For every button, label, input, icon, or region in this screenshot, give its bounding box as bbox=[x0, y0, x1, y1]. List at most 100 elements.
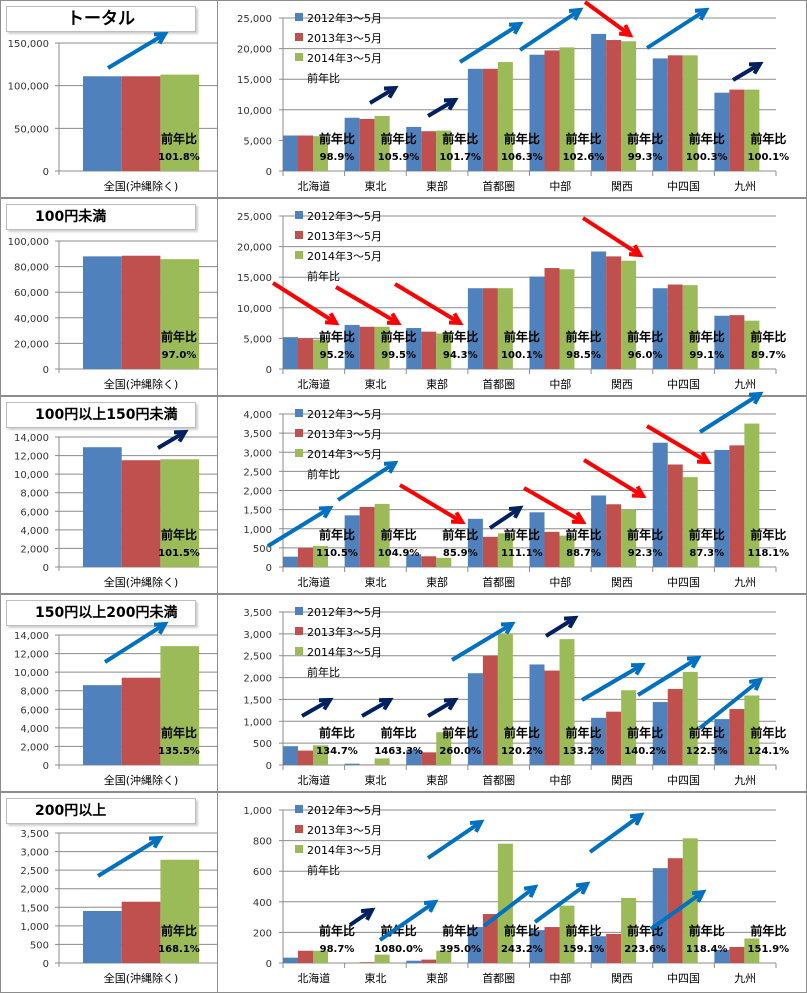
ratio-label: 前年比 bbox=[504, 725, 540, 740]
national-chart: 0 2,000 4,000 6,000 8,000 10,000 12,000 14,000 前… bbox=[14, 433, 218, 589]
chart-title: 100円未満 bbox=[6, 204, 196, 230]
chart-title: 150円以上200円未満 bbox=[6, 600, 196, 626]
legend-swatch-2012 bbox=[295, 211, 303, 219]
y-tick-label: 25,000 bbox=[237, 212, 272, 223]
x-category-label: 東北 bbox=[364, 576, 386, 589]
ratio-label: 前年比 bbox=[442, 923, 478, 938]
x-category-label: 中部 bbox=[549, 377, 571, 391]
bar-東北-2014 bbox=[374, 115, 390, 171]
bar-関西-2012 bbox=[591, 495, 607, 567]
bar-中四国-2013 bbox=[667, 284, 683, 369]
y-tick-label: 500 bbox=[253, 739, 272, 750]
legend-label: 2014年3～5月 bbox=[307, 843, 382, 857]
regional-chart: 0 5,000 10,000 15,000 20,000 25,000 北海道 前年比 95.2… bbox=[237, 209, 786, 391]
ratio-label: 前年比 bbox=[504, 131, 540, 146]
x-category-label: 東北 bbox=[364, 774, 386, 787]
bar-東北-2012 bbox=[344, 117, 360, 171]
y-tick-label: 0 bbox=[266, 167, 272, 178]
legend-label: 2013年3～5月 bbox=[307, 823, 382, 837]
legend-ratio-label: 前年比 bbox=[307, 863, 340, 877]
chart-row: 100円以上150円未満 0 2,000 4,000 6,000 8,000 10,000 1… bbox=[0, 396, 807, 594]
y-tick-label: 1,500 bbox=[243, 506, 272, 517]
national-chart: 0 20,000 40,000 60,000 80,000 100,000 前年比 97.0%… bbox=[8, 237, 218, 391]
bar-九州-2012 bbox=[714, 949, 730, 963]
y-tick-label: 1,500 bbox=[243, 695, 272, 706]
ratio-label: 前年比 bbox=[750, 725, 786, 740]
ratio-label: 前年比 bbox=[689, 923, 725, 938]
ratio-label: 前年比 bbox=[442, 329, 478, 344]
x-category-label: 全国(沖縄除く) bbox=[104, 773, 179, 787]
bar-中四国-2012 bbox=[652, 702, 668, 765]
national-chart-panel: 100円未満 0 20,000 40,000 60,000 80,000 100,000 前年… bbox=[0, 198, 218, 396]
ratio-value: 118.4% bbox=[686, 944, 728, 955]
bar-東部-2012 bbox=[406, 327, 422, 369]
ratio-value: 1463.3% bbox=[374, 746, 423, 757]
legend-swatch-2013 bbox=[295, 231, 303, 239]
ratio-label: 前年比 bbox=[689, 131, 725, 146]
bar-national-2013 bbox=[121, 677, 161, 765]
ratio-value: 100.1% bbox=[748, 152, 790, 163]
legend-label: 2014年3～5月 bbox=[307, 249, 382, 263]
x-category-label: 東部 bbox=[426, 773, 448, 787]
ratio-label: 前年比 bbox=[504, 527, 540, 542]
bar-東北-2012 bbox=[344, 515, 360, 567]
bar-首都圏-2013 bbox=[482, 655, 498, 765]
y-tick-label: 4,000 bbox=[20, 526, 49, 537]
bar-中部-2012 bbox=[529, 276, 545, 369]
bar-national-2013 bbox=[121, 901, 161, 963]
bar-九州-2014 bbox=[744, 320, 760, 369]
ratio-value: 101.5% bbox=[158, 548, 200, 559]
legend-swatch-2012 bbox=[295, 409, 303, 417]
bar-首都圏-2013 bbox=[482, 536, 498, 567]
bar-北海道-2013 bbox=[298, 750, 313, 765]
national-chart: 0 2,000 4,000 6,000 8,000 10,000 12,000 14,000 前… bbox=[14, 631, 218, 787]
regional-chart-panel: 0 500 1,000 1,500 2,000 2,500 3,000 3,500 4,000 北… bbox=[217, 396, 807, 594]
x-category-label: 関西 bbox=[611, 378, 633, 391]
x-category-label: 関西 bbox=[611, 576, 633, 589]
bar-中四国-2012 bbox=[652, 442, 668, 567]
y-tick-label: 3,500 bbox=[20, 829, 49, 840]
ratio-label: 前年比 bbox=[319, 329, 355, 344]
ratio-value: 98.7% bbox=[320, 944, 355, 955]
y-tick-label: 40,000 bbox=[14, 314, 49, 325]
ratio-value: 106.3% bbox=[501, 152, 543, 163]
y-tick-label: 400 bbox=[253, 898, 272, 909]
legend-label: 2012年3～5月 bbox=[307, 11, 382, 25]
y-tick-label: 3,000 bbox=[20, 848, 49, 859]
y-tick-label: 0 bbox=[43, 761, 49, 772]
legend-swatch-2014 bbox=[295, 449, 303, 457]
bar-national-2012 bbox=[83, 911, 122, 963]
legend-label: 2013年3～5月 bbox=[307, 625, 382, 639]
legend-swatch-2014 bbox=[295, 647, 303, 655]
legend-label: 2013年3～5月 bbox=[307, 229, 382, 243]
ratio-label: 前年比 bbox=[381, 725, 417, 740]
bar-関西-2013 bbox=[606, 256, 622, 369]
ratio-value: 94.3% bbox=[443, 350, 478, 361]
legend-swatch-2014 bbox=[295, 53, 303, 61]
y-tick-label: 5,000 bbox=[243, 136, 272, 147]
ratio-value: 99.1% bbox=[689, 350, 724, 361]
y-tick-label: 500 bbox=[30, 940, 49, 951]
y-tick-label: 500 bbox=[253, 544, 272, 555]
bar-東北-2013 bbox=[359, 506, 375, 567]
y-tick-label: 800 bbox=[253, 837, 272, 848]
x-category-label: 中四国 bbox=[667, 180, 700, 193]
national-chart-panel: 100円以上150円未満 0 2,000 4,000 6,000 8,000 10,000 1… bbox=[0, 396, 218, 594]
x-category-label: 九州 bbox=[734, 576, 756, 589]
legend-label: 2012年3～5月 bbox=[307, 605, 382, 619]
y-tick-label: 10,000 bbox=[237, 106, 272, 117]
bar-北海道-2013 bbox=[298, 950, 313, 963]
y-tick-label: 2,000 bbox=[243, 674, 272, 685]
bar-北海道-2012 bbox=[283, 556, 298, 567]
bar-中四国-2013 bbox=[667, 464, 683, 567]
regional-chart: 0 500 1,000 1,500 2,000 2,500 3,000 3,500 4,000 北… bbox=[243, 407, 790, 589]
bar-東部-2013 bbox=[421, 331, 437, 369]
x-category-label: 中部 bbox=[549, 179, 571, 193]
bar-中部-2014 bbox=[559, 47, 575, 171]
x-category-label: 東部 bbox=[426, 575, 448, 589]
bar-北海道-2012 bbox=[283, 337, 298, 369]
ratio-value: 100.3% bbox=[686, 152, 728, 163]
bar-中四国-2014 bbox=[682, 477, 698, 567]
ratio-value: 118.1% bbox=[748, 548, 790, 559]
x-category-label: 北海道 bbox=[297, 773, 330, 787]
